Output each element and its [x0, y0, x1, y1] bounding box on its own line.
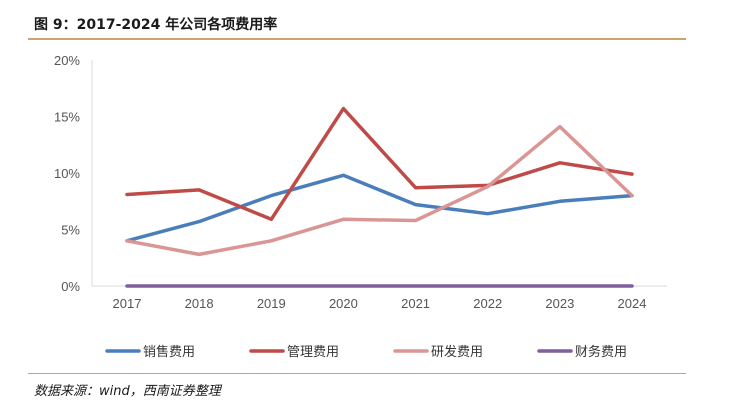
- chart-series: [125, 106, 634, 288]
- x-tick-label: 2017: [113, 296, 142, 311]
- series-line-3: [125, 124, 634, 257]
- y-tick-label: 5%: [61, 223, 80, 238]
- series-line-2: [125, 106, 634, 222]
- source-divider: [28, 373, 686, 374]
- y-tick-label: 10%: [54, 166, 80, 181]
- legend-label-2: 管理费用: [287, 345, 339, 360]
- x-tick-label: 2024: [618, 296, 647, 311]
- x-tick-label: 2020: [329, 296, 358, 311]
- data-source-note: 数据来源：wind，西南证券整理: [34, 384, 221, 399]
- legend-label-1: 销售费用: [143, 344, 195, 360]
- x-tick-label: 2023: [545, 296, 574, 311]
- chart-axes: 0% 5% 10% 15% 20% 2017 2018 2019 2020 2021 2022 202…: [54, 53, 667, 311]
- figure-title: 图 9：2017-2024 年公司各项费用率: [34, 17, 278, 33]
- x-tick-label: 2022: [473, 296, 502, 311]
- y-tick-label: 15%: [54, 110, 80, 125]
- y-tick-label: 20%: [54, 53, 80, 68]
- x-tick-label: 2021: [401, 296, 430, 311]
- y-tick-label: 0%: [61, 279, 80, 294]
- legend-label-3: 研发费用: [431, 344, 483, 360]
- x-tick-label: 2018: [185, 296, 214, 311]
- legend-label-4: 财务费用: [575, 344, 627, 360]
- x-tick-label: 2019: [257, 296, 286, 311]
- series-line-1: [125, 173, 634, 243]
- chart-legend: 销售费用 管理费用 研发费用 财务费用: [105, 344, 627, 360]
- title-divider: [28, 38, 686, 40]
